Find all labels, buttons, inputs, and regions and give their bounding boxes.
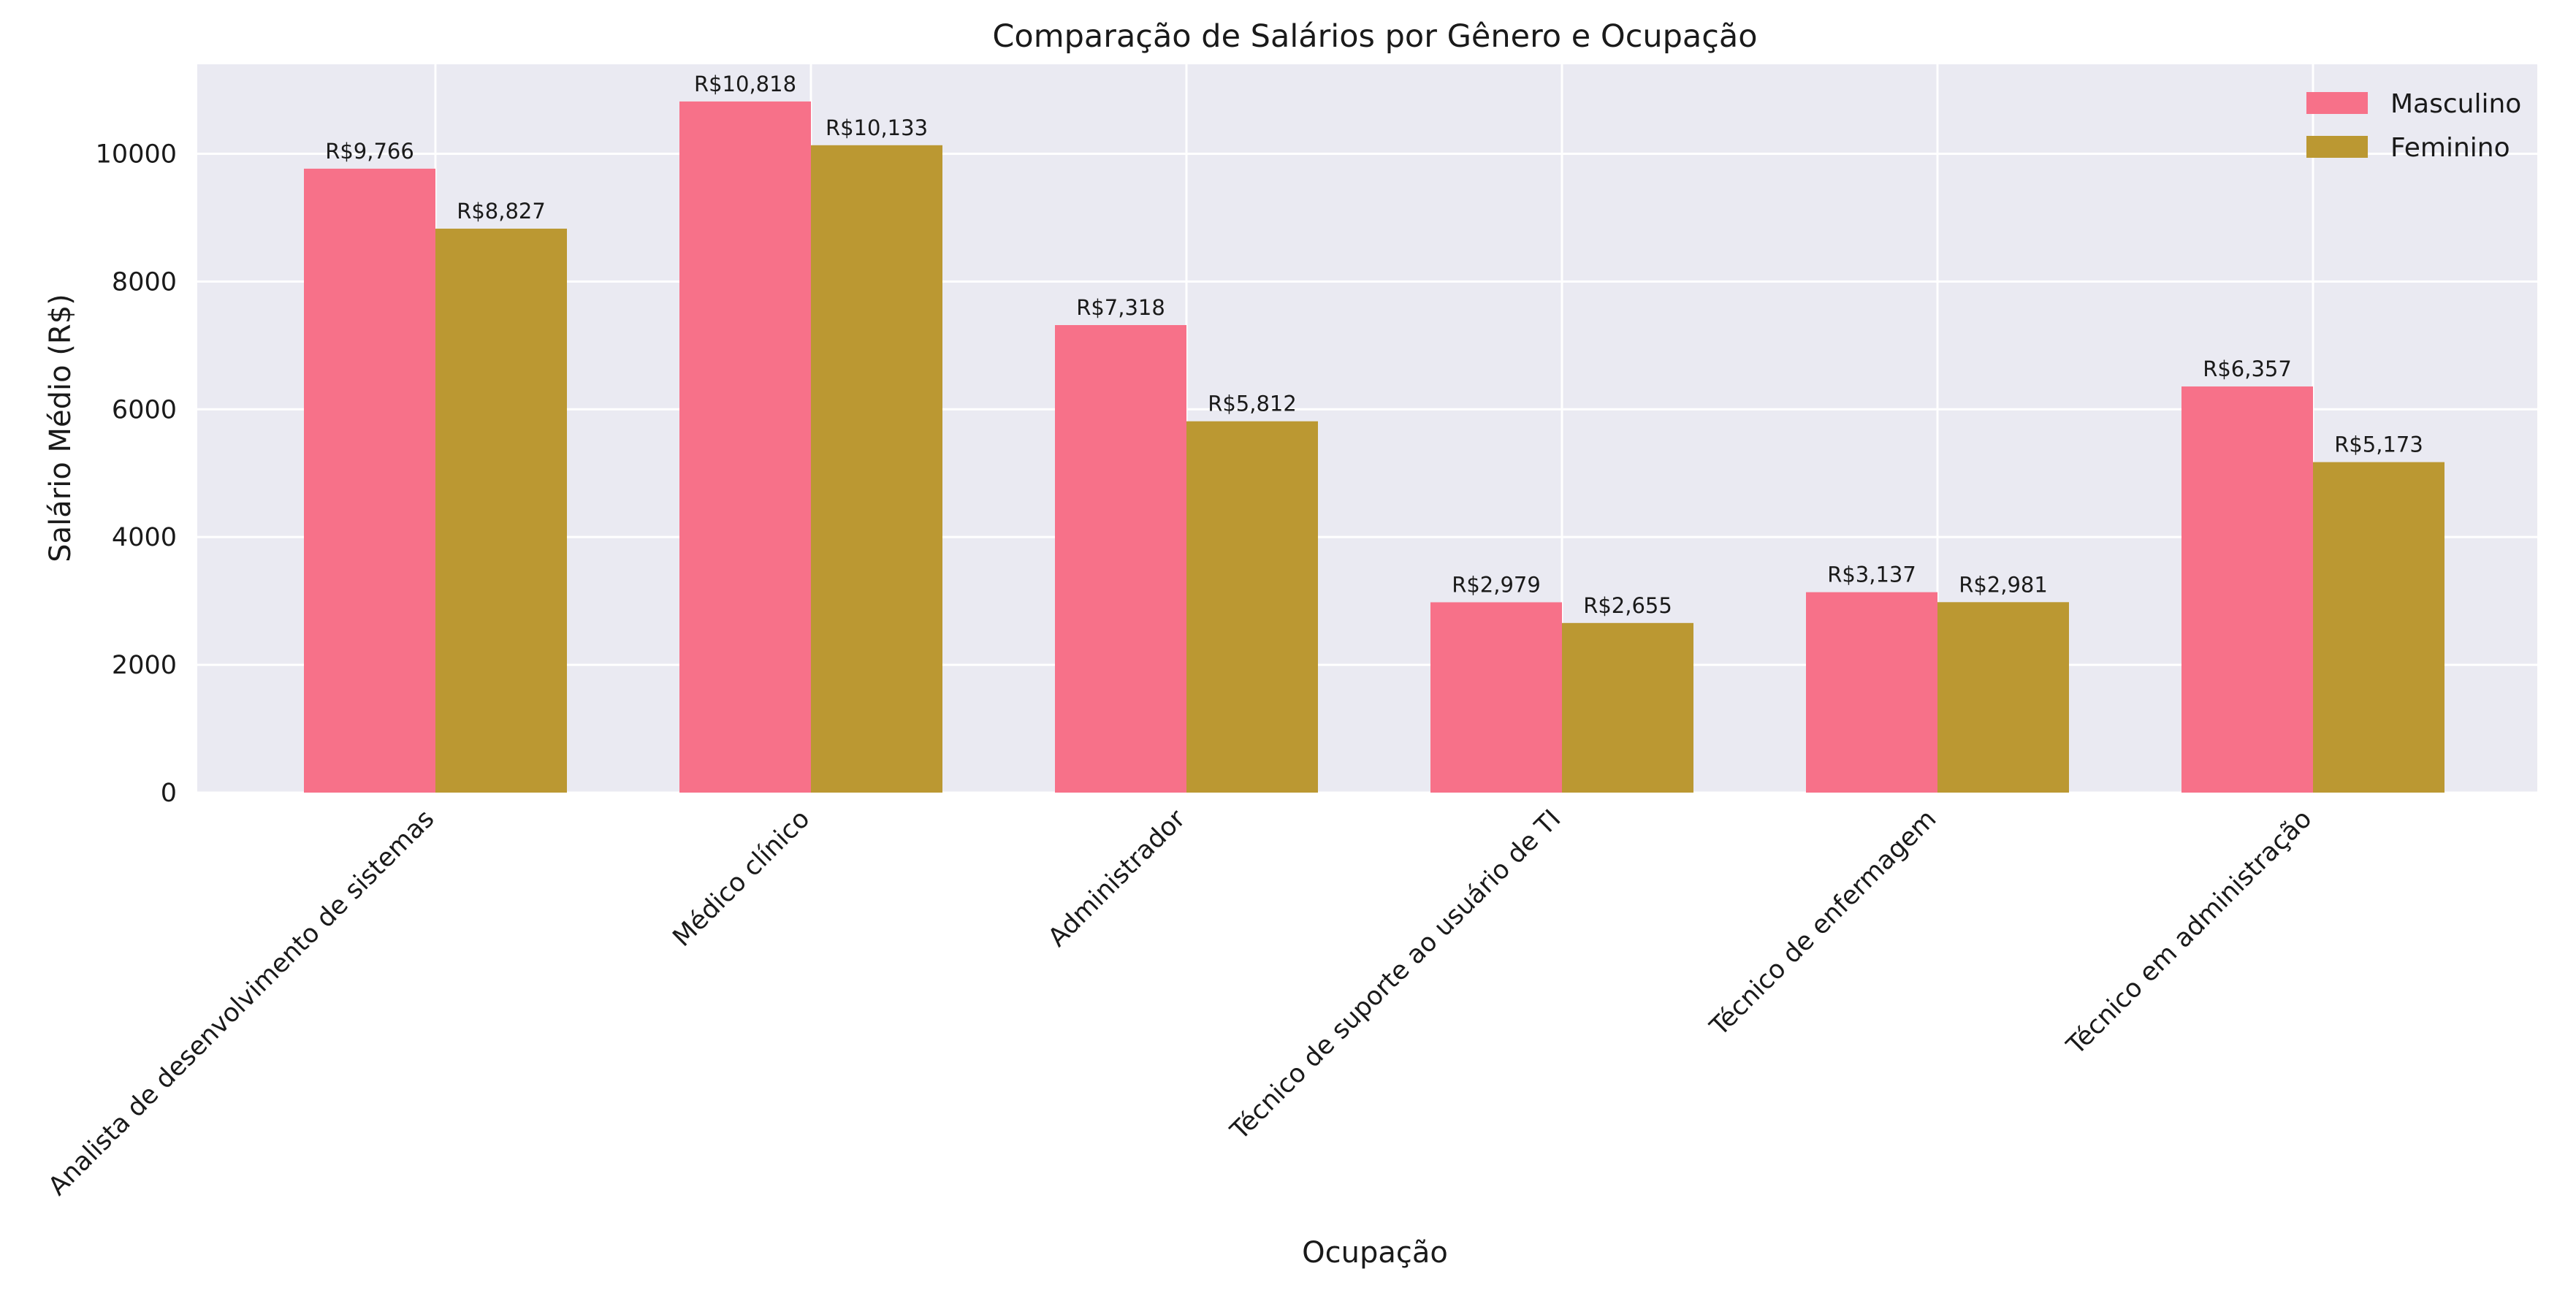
bar-masculino-3 (1055, 324, 1186, 793)
y-tick-label: 10000 (96, 140, 177, 169)
chart-title: Comparação de Salários por Gênero e Ocup… (992, 18, 1757, 55)
data-labels: R$9,766 R$10,818 R$7,318 R$2,979 R$3,137 R$6,… (325, 72, 2423, 618)
bar-value-label: R$6,357 (2203, 356, 2292, 381)
x-tick-label: Administrador (1043, 804, 1191, 953)
bar-masculino-2 (679, 101, 811, 793)
bar-value-label: R$9,766 (325, 139, 414, 164)
bar-feminino-1 (435, 229, 567, 793)
y-axis-ticks: 0 2000 4000 6000 8000 10000 (96, 140, 177, 808)
legend-label-masculino: Masculino (2390, 89, 2521, 119)
bar-feminino-6 (2313, 462, 2444, 793)
bar-value-label: R$8,827 (457, 199, 546, 224)
x-tick-label: Médico clínico (668, 804, 816, 953)
bar-value-label: R$10,133 (826, 115, 928, 140)
legend-swatch-feminino (2306, 136, 2368, 158)
y-tick-label: 4000 (112, 523, 177, 552)
x-tick-label: Técnico de suporte ao usuário de TI (1224, 804, 1566, 1146)
x-tick-label: Analista de desenvolvimento de sistemas (43, 804, 440, 1201)
bars (304, 101, 2444, 793)
y-tick-label: 8000 (112, 267, 177, 297)
bar-value-label: R$5,173 (2334, 432, 2423, 457)
bar-feminino-4 (1562, 622, 1693, 793)
y-tick-label: 6000 (112, 395, 177, 424)
legend-label-feminino: Feminino (2390, 133, 2510, 163)
bar-value-label: R$2,981 (1959, 572, 2048, 597)
y-tick-label: 0 (161, 779, 177, 808)
x-tick-label: Técnico em administração (2061, 804, 2317, 1061)
bar-value-label: R$10,818 (694, 72, 796, 96)
bar-masculino-4 (1430, 602, 1562, 793)
plot-background (197, 64, 2537, 793)
bar-value-label: R$5,812 (1208, 392, 1297, 416)
y-tick-label: 2000 (112, 651, 177, 680)
legend-swatch-masculino (2306, 92, 2368, 114)
x-axis-ticks: Analista de desenvolvimento de sistemas M… (43, 804, 2317, 1202)
bar-feminino-2 (811, 145, 942, 793)
bar-value-label: R$2,979 (1452, 572, 1541, 597)
bar-masculino-6 (2181, 386, 2313, 793)
bar-value-label: R$7,318 (1076, 295, 1165, 320)
bar-feminino-5 (1937, 602, 2069, 793)
bar-masculino-5 (1806, 592, 1937, 793)
y-axis-label: Salário Médio (R$) (44, 294, 77, 562)
legend: Masculino Feminino (2306, 89, 2521, 163)
bar-masculino-1 (304, 168, 435, 793)
x-axis-label: Ocupação (1302, 1236, 1448, 1270)
bar-feminino-3 (1186, 421, 1318, 793)
x-tick-label: Técnico de enfermagem (1704, 804, 1943, 1042)
bar-value-label: R$3,137 (1827, 562, 1916, 587)
bar-value-label: R$2,655 (1583, 593, 1672, 618)
